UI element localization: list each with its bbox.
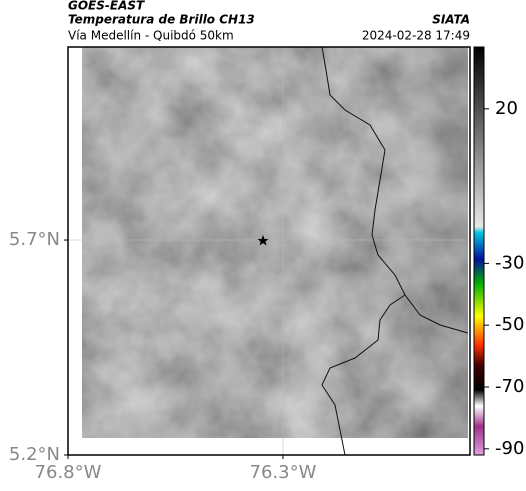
y-tick-label: 5.7°N — [9, 229, 60, 250]
x-tick-label: 76.8°W — [35, 462, 102, 483]
colorbar-label: -70 — [495, 376, 524, 397]
location-star — [257, 235, 269, 246]
source: GOES-EAST — [68, 0, 145, 13]
map-frame — [67, 46, 471, 456]
border — [321, 46, 469, 334]
x-tick-label: 76.3°W — [250, 462, 317, 483]
colorbar-label: -50 — [495, 314, 524, 335]
agency: SIATA — [432, 13, 470, 27]
colorbar — [473, 46, 485, 456]
border — [321, 294, 406, 456]
subtitle: Vía Medellín - Quibdó 50km — [68, 29, 234, 43]
datetime: 2024-02-28 17:49 — [362, 29, 470, 43]
title: Temperatura de Brillo CH13 — [68, 13, 255, 27]
colorbar-label: 20 — [495, 98, 518, 119]
colorbar-label: -90 — [495, 438, 524, 459]
colorbar-label: -30 — [495, 252, 524, 273]
y-tick-label: 5.2°N — [9, 444, 60, 465]
image-shade — [82, 47, 468, 438]
